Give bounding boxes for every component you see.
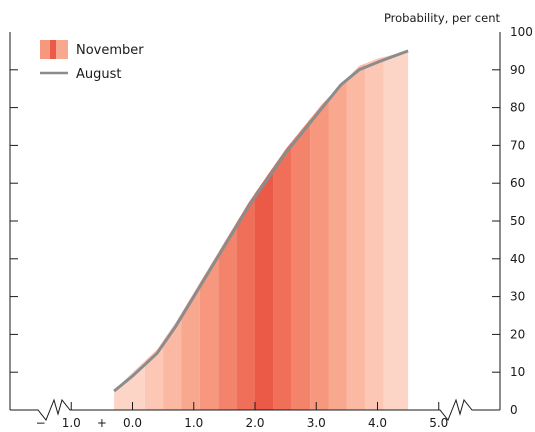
november-fan-band <box>236 193 255 410</box>
november-fan-band <box>181 282 200 410</box>
november-fan-band <box>383 50 409 411</box>
y-tick-label: 20 <box>510 327 525 341</box>
x-tick-label: 4.0 <box>368 416 387 430</box>
november-fan-band <box>255 166 274 410</box>
legend-label-november: November <box>76 43 144 58</box>
y-tick-label: 30 <box>510 290 525 304</box>
august-line-layer <box>113 49 409 393</box>
x-tick-label: 1.0 <box>62 416 81 430</box>
november-fan-band <box>346 63 366 410</box>
y-tick-label: 60 <box>510 176 525 190</box>
fan-band-layer <box>114 50 409 411</box>
y-tick-label: 90 <box>510 63 525 77</box>
november-fan-band <box>365 56 384 411</box>
y-tick-label: 70 <box>510 138 525 152</box>
y-tick-label: 0 <box>510 403 518 417</box>
november-fan-band <box>273 141 292 410</box>
november-fan-band <box>199 252 219 410</box>
x-tick-label: 5.0 <box>429 416 448 430</box>
x-tick-sign: + <box>97 416 107 430</box>
august-line <box>113 49 409 393</box>
legend-swatch-band <box>40 40 50 59</box>
legend-label-august: August <box>76 67 122 82</box>
y-axis-unit-label: Probability, per cent <box>384 11 501 25</box>
x-tick-label: 1.0 <box>184 416 203 430</box>
x-axis-layer: 1.0 − 0.0 + 1.0 2.0 3.0 4.0 5.0 <box>10 398 500 430</box>
y-tick-label: 80 <box>510 101 525 115</box>
november-fan-band <box>144 340 164 410</box>
y-tick-layer: 0 10 20 30 40 50 60 70 80 90 100 <box>10 25 533 417</box>
y-tick-label: 100 <box>510 25 533 39</box>
y-tick-label: 50 <box>510 214 525 228</box>
november-fan-band <box>291 118 311 411</box>
november-fan-band <box>310 97 329 410</box>
x-tick-label: 2.0 <box>245 416 264 430</box>
november-fan-band <box>163 313 182 410</box>
y-tick-label: 40 <box>510 252 525 266</box>
november-fan-band <box>218 222 237 410</box>
legend-swatch-band <box>56 40 68 59</box>
y-tick-label: 10 <box>510 365 525 379</box>
legend-swatch-band <box>50 40 56 59</box>
x-tick-sign: − <box>36 416 46 430</box>
legend-swatch-november <box>40 40 68 59</box>
x-tick-label: 0.0 <box>123 416 142 430</box>
legend: November August <box>40 40 144 82</box>
november-fan-band <box>328 78 347 410</box>
x-tick-label: 3.0 <box>307 416 326 430</box>
